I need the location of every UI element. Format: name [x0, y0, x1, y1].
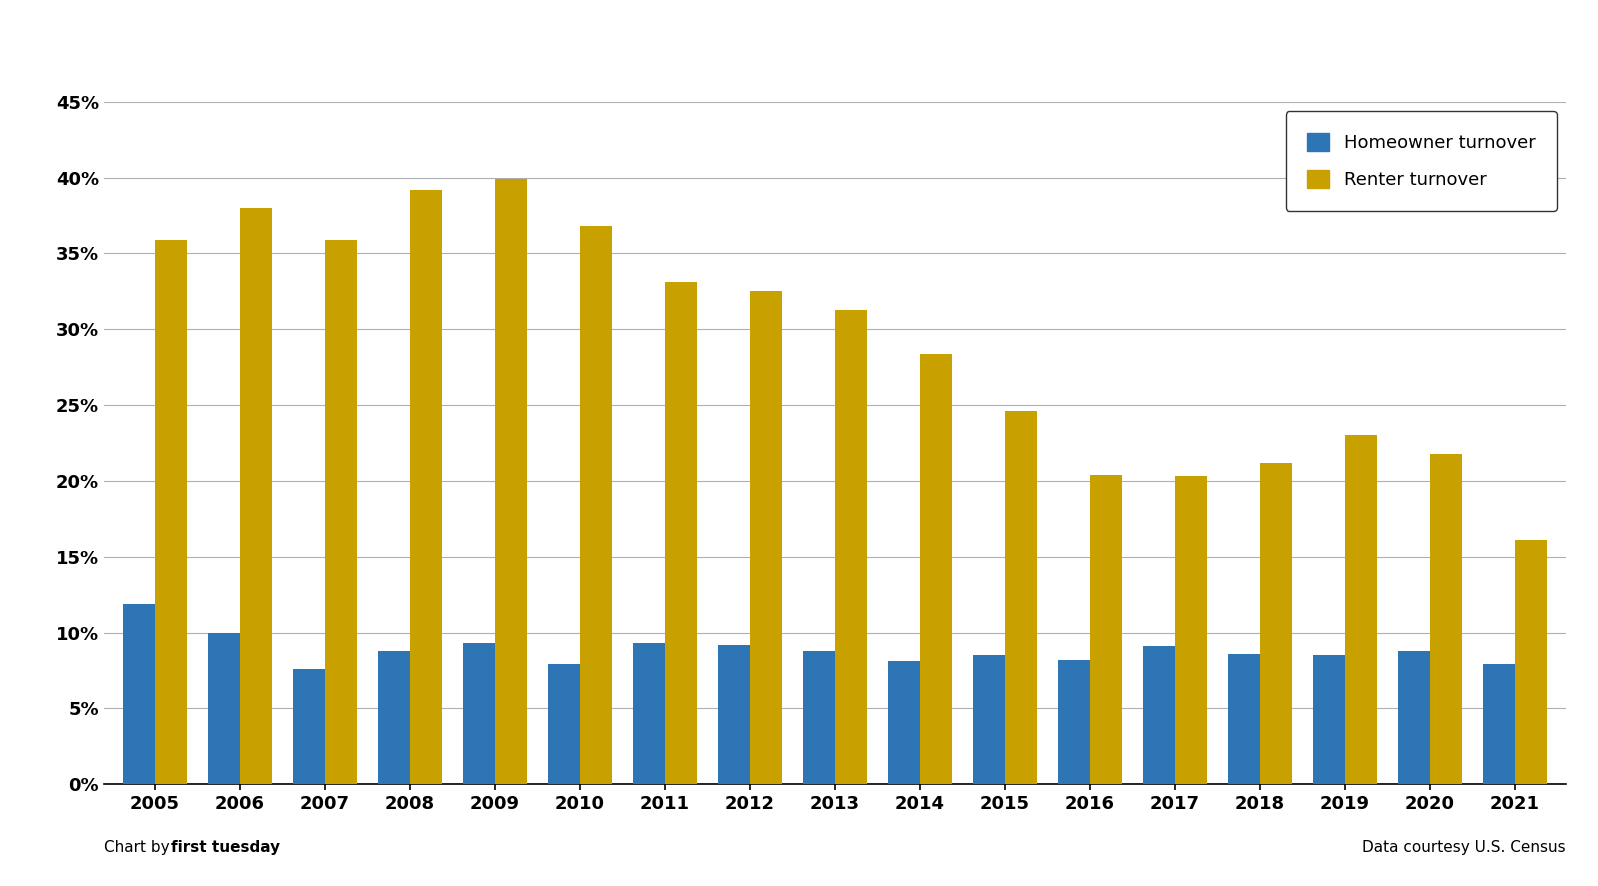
Text: first tuesday: first tuesday [171, 840, 280, 855]
Bar [1058, 660, 1090, 784]
Bar [292, 669, 324, 784]
Bar [240, 208, 272, 784]
Bar [718, 645, 749, 784]
Bar [1515, 540, 1547, 784]
Bar [802, 650, 834, 784]
Bar [548, 664, 580, 784]
Text: Data courtesy U.S. Census: Data courtesy U.S. Census [1363, 840, 1566, 855]
Bar [377, 650, 411, 784]
Bar [1005, 411, 1037, 784]
Bar [887, 661, 920, 784]
Bar [580, 226, 612, 784]
Text: Chart by: Chart by [104, 840, 174, 855]
Bar [411, 190, 443, 784]
Bar [749, 291, 783, 784]
Bar [1090, 475, 1122, 784]
Bar [155, 240, 187, 784]
Bar [1227, 654, 1259, 784]
Bar [920, 354, 952, 784]
Bar [462, 643, 495, 784]
Bar [1483, 664, 1515, 784]
Bar [495, 179, 527, 784]
Bar [665, 283, 697, 784]
Bar [1312, 656, 1346, 784]
Bar [834, 309, 868, 784]
Bar [633, 643, 665, 784]
Bar [1143, 646, 1175, 784]
Bar [208, 633, 240, 784]
Bar [123, 603, 155, 784]
Bar [1430, 454, 1462, 784]
Text: Turnover Rate: Sacramento County Owners and Renters: Turnover Rate: Sacramento County Owners … [318, 30, 1280, 59]
Bar [324, 240, 358, 784]
Legend: Homeowner turnover, Renter turnover: Homeowner turnover, Renter turnover [1286, 111, 1556, 211]
Bar [1346, 435, 1377, 784]
Bar [1175, 477, 1208, 784]
Bar [1259, 462, 1293, 784]
Bar [973, 656, 1005, 784]
Bar [1398, 650, 1430, 784]
